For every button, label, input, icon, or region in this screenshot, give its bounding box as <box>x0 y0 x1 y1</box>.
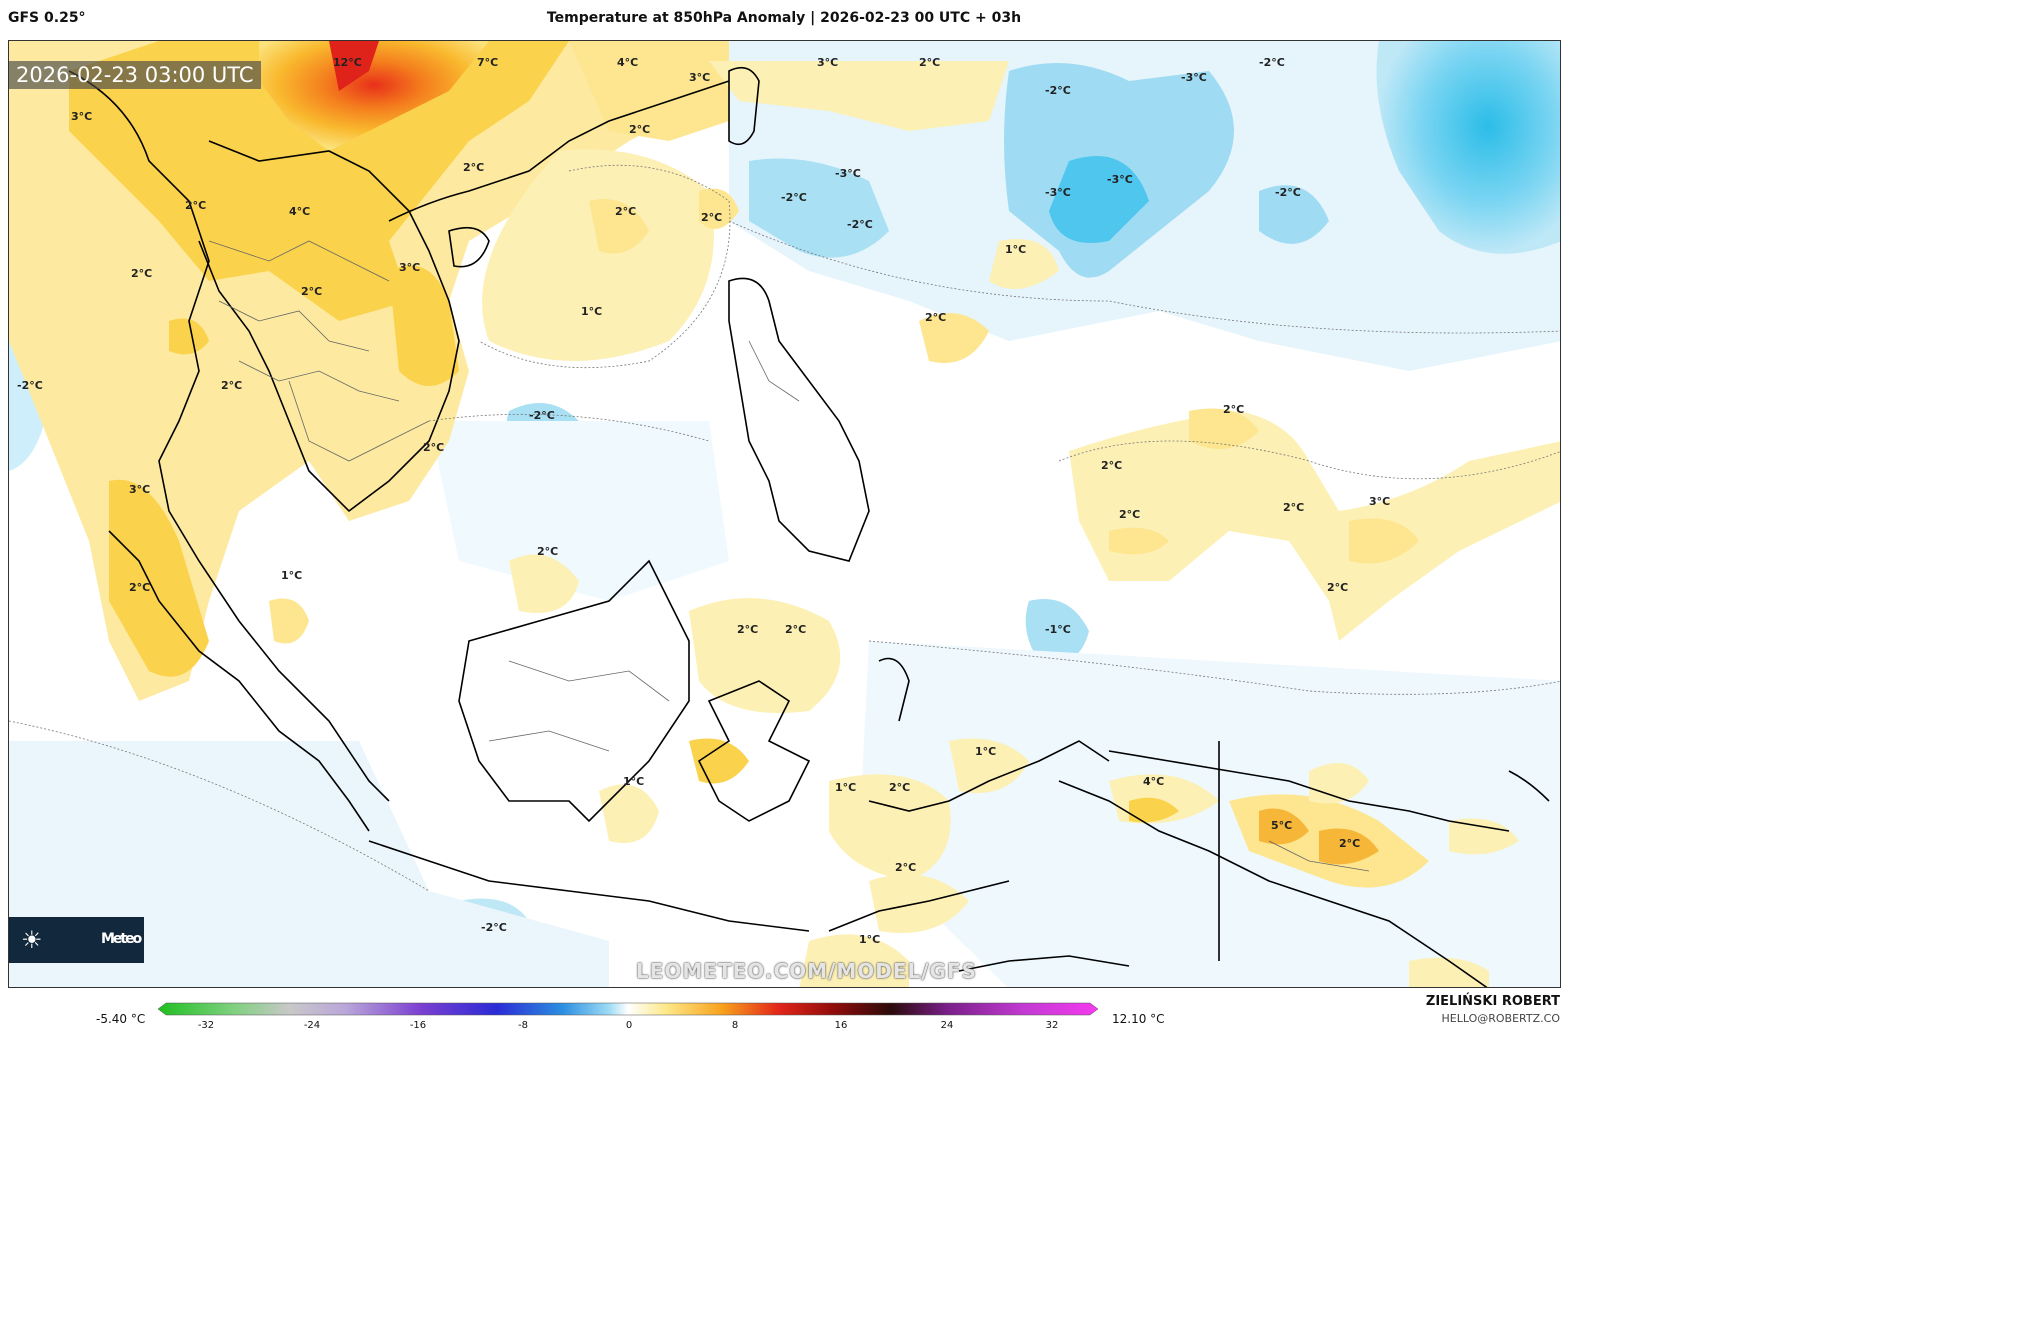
meteo-logo[interactable]: ☀ Meteo <box>9 917 144 963</box>
contour-label: -2°C <box>847 218 873 231</box>
contour-label: 3°C <box>817 56 838 69</box>
contour-label: 2°C <box>301 285 322 298</box>
contour-label: 2°C <box>1283 501 1304 514</box>
logo-text: Meteo <box>101 931 142 947</box>
contour-label: -2°C <box>1259 56 1285 69</box>
colorbar-max-label: 12.10 °C <box>1112 1012 1165 1026</box>
contour-label: 2°C <box>423 441 444 454</box>
watermark: LEOMETEO.COM/MODEL/GFS <box>636 959 978 983</box>
model-name: GFS 0.25° <box>8 10 86 26</box>
colorbar-tick: 0 <box>625 1020 633 1031</box>
contour-label: -2°C <box>781 191 807 204</box>
author-email[interactable]: HELLO@ROBERTZ.CO <box>1441 1012 1560 1025</box>
coastlines <box>68 66 1550 987</box>
contour-label: -2°C <box>1045 84 1071 97</box>
contour-label: 1°C <box>859 933 880 946</box>
contour-label: -2°C <box>481 921 507 934</box>
contour-label: 2°C <box>1119 508 1140 521</box>
contour-label: 2°C <box>919 56 940 69</box>
contour-label: 2°C <box>785 623 806 636</box>
contour-label: 1°C <box>975 745 996 758</box>
sun-icon: ☀ <box>21 926 43 954</box>
contour-label: 1°C <box>281 569 302 582</box>
colorbar-tick: 16 <box>834 1020 848 1031</box>
colorbar-tick: -16 <box>409 1020 427 1031</box>
contour-label: 2°C <box>737 623 758 636</box>
contour-label: -3°C <box>835 167 861 180</box>
contour-label: 2°C <box>629 123 650 136</box>
contour-label: -3°C <box>1181 71 1207 84</box>
contour-label: 2°C <box>129 581 150 594</box>
contour-labels: 12°C 7°C 4°C 3°C 3°C 2°C -2°C -3°C -2°C … <box>17 56 1390 946</box>
contour-label: 2°C <box>615 205 636 218</box>
contour-label: 2°C <box>701 211 722 224</box>
contour-label: 2°C <box>185 199 206 212</box>
colorbar <box>158 1002 1098 1016</box>
contour-label: 2°C <box>1223 403 1244 416</box>
colorbar-tick: 32 <box>1045 1020 1059 1031</box>
contour-label: 4°C <box>289 205 310 218</box>
anomaly-map[interactable]: 12°C 7°C 4°C 3°C 3°C 2°C -2°C -3°C -2°C … <box>8 40 1561 988</box>
contour-label: 1°C <box>835 781 856 794</box>
contour-label: 12°C <box>333 56 362 69</box>
contour-label: -1°C <box>1045 623 1071 636</box>
contour-label: 2°C <box>1339 837 1360 850</box>
contour-label: -2°C <box>1275 186 1301 199</box>
contour-label: 3°C <box>1369 495 1390 508</box>
contour-label: 2°C <box>925 311 946 324</box>
contour-label: 2°C <box>1327 581 1348 594</box>
contour-label: 1°C <box>581 305 602 318</box>
contour-label: 4°C <box>1143 775 1164 788</box>
contour-label: 2°C <box>463 161 484 174</box>
valid-time-label: 2026-02-23 03:00 UTC <box>9 61 261 89</box>
colorbar-min-label: -5.40 °C <box>96 1012 146 1026</box>
contour-label: 2°C <box>221 379 242 392</box>
contour-label: 1°C <box>1005 243 1026 256</box>
contour-label: 1°C <box>623 775 644 788</box>
contour-label: 3°C <box>129 483 150 496</box>
contour-label: 7°C <box>477 56 498 69</box>
contour-label: 2°C <box>895 861 916 874</box>
contour-label: -2°C <box>529 409 555 422</box>
contour-label: 2°C <box>537 545 558 558</box>
contour-label: -2°C <box>17 379 43 392</box>
contour-label: 2°C <box>1101 459 1122 472</box>
contour-label: 3°C <box>399 261 420 274</box>
colorbar-tick: 8 <box>731 1020 739 1031</box>
contour-label: 2°C <box>889 781 910 794</box>
contour-lines <box>9 164 1560 892</box>
map-canvas: 12°C 7°C 4°C 3°C 3°C 2°C -2°C -3°C -2°C … <box>9 41 1560 987</box>
contour-label: 4°C <box>617 56 638 69</box>
admin-borders <box>208 240 1370 872</box>
colorbar-tick: -8 <box>518 1020 528 1031</box>
colorbar-tick: 24 <box>940 1020 954 1031</box>
colorbar-tick: -24 <box>303 1020 321 1031</box>
contour-label: -3°C <box>1045 186 1071 199</box>
author-name: ZIELIŃSKI ROBERT <box>1425 994 1560 1009</box>
contour-label: 5°C <box>1271 819 1292 832</box>
contour-label: 3°C <box>689 71 710 84</box>
colorbar-tick: -32 <box>197 1020 215 1031</box>
contour-label: 3°C <box>71 110 92 123</box>
contour-label: 2°C <box>131 267 152 280</box>
contour-label: -3°C <box>1107 173 1133 186</box>
chart-title: Temperature at 850hPa Anomaly | 2026-02-… <box>546 10 1022 26</box>
